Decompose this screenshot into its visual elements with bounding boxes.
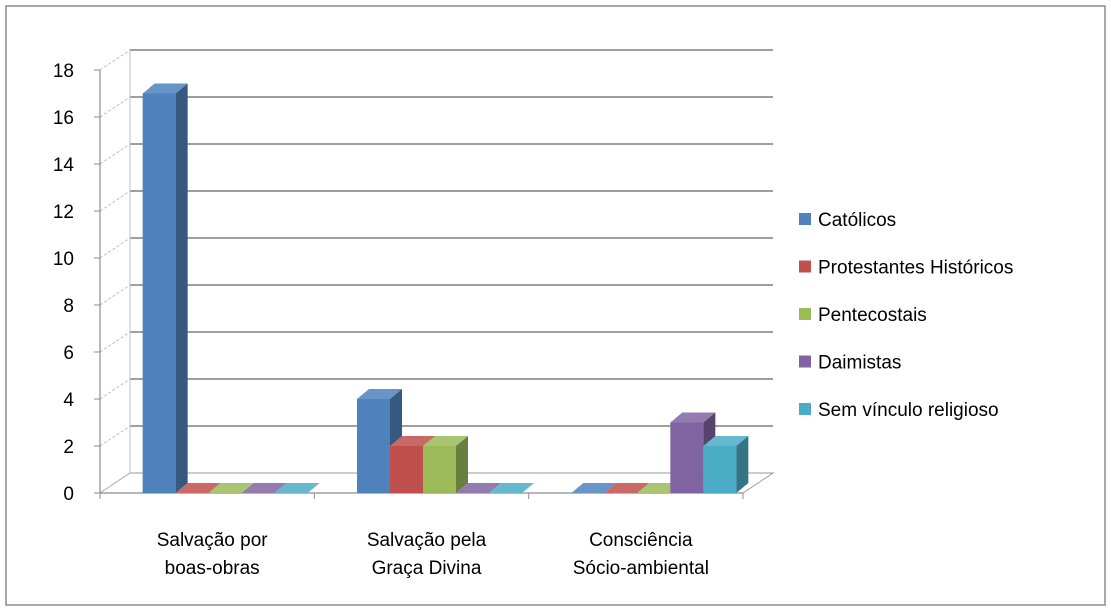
x-category-labels: Salvação por boas-obras Salvação pela Graça… — [157, 530, 709, 579]
legend-label: Pentecostais — [818, 305, 927, 326]
y-tick-labels: 0 2 4 6 8 10 12 14 16 18 — [53, 61, 75, 505]
bar — [142, 83, 188, 493]
bar — [571, 483, 617, 493]
chart-border — [5, 5, 1106, 606]
bars — [142, 83, 749, 493]
y-tick-label: 2 — [63, 437, 74, 458]
wall-gridline — [99, 425, 131, 447]
legend-item: Protestantes Históricos — [799, 258, 1013, 279]
legend-item: Pentecostais — [799, 305, 927, 326]
bar — [489, 483, 534, 493]
x-category-label: Consciência Sócio-ambiental — [573, 530, 709, 579]
legend-swatch — [799, 260, 811, 273]
bar — [703, 436, 749, 493]
legend: Católicos Protestantes Históricos Pentecos… — [799, 210, 1013, 421]
y-tick-label: 4 — [63, 390, 74, 411]
y-tick-label: 14 — [53, 155, 75, 176]
wall-gridline — [99, 190, 131, 212]
legend-swatch — [799, 213, 811, 225]
bar — [175, 483, 221, 493]
wall-gridline — [99, 143, 131, 165]
wall-gridline — [99, 237, 131, 259]
bar — [670, 412, 716, 493]
y-tick-label: 8 — [63, 296, 74, 317]
bar — [456, 483, 501, 493]
x-category-label: Salvação por boas-obras — [157, 530, 269, 579]
y-tick-label: 12 — [53, 202, 74, 223]
bar — [274, 483, 320, 493]
y-tick-label: 10 — [53, 249, 74, 270]
wall-gridline — [99, 49, 131, 71]
x-category-label: Salvação pela Graça Divina — [367, 530, 487, 579]
legend-label: Católicos — [818, 210, 896, 231]
wall-gridline — [99, 96, 131, 118]
bar — [241, 483, 287, 493]
legend-item: Daimistas — [799, 353, 901, 374]
bar — [208, 483, 254, 493]
legend-item: Católicos — [799, 210, 896, 231]
legend-swatch — [799, 403, 811, 415]
bar — [423, 436, 468, 493]
bar — [604, 483, 650, 493]
y-tick-label: 18 — [53, 61, 74, 82]
legend-swatch — [799, 355, 811, 368]
legend-swatch — [799, 308, 811, 320]
wall-gridline — [99, 472, 131, 494]
wall-gridline — [99, 331, 131, 353]
legend-label: Protestantes Históricos — [818, 258, 1013, 279]
wall-gridline — [99, 284, 131, 306]
y-tick-label: 0 — [63, 484, 74, 505]
legend-item: Sem vínculo religioso — [799, 400, 999, 421]
y-tick-label: 6 — [63, 343, 74, 364]
y-tick-label: 16 — [53, 108, 74, 129]
legend-label: Sem vínculo religioso — [818, 400, 999, 421]
wall-gridline — [99, 378, 131, 400]
legend-label: Daimistas — [818, 353, 901, 374]
